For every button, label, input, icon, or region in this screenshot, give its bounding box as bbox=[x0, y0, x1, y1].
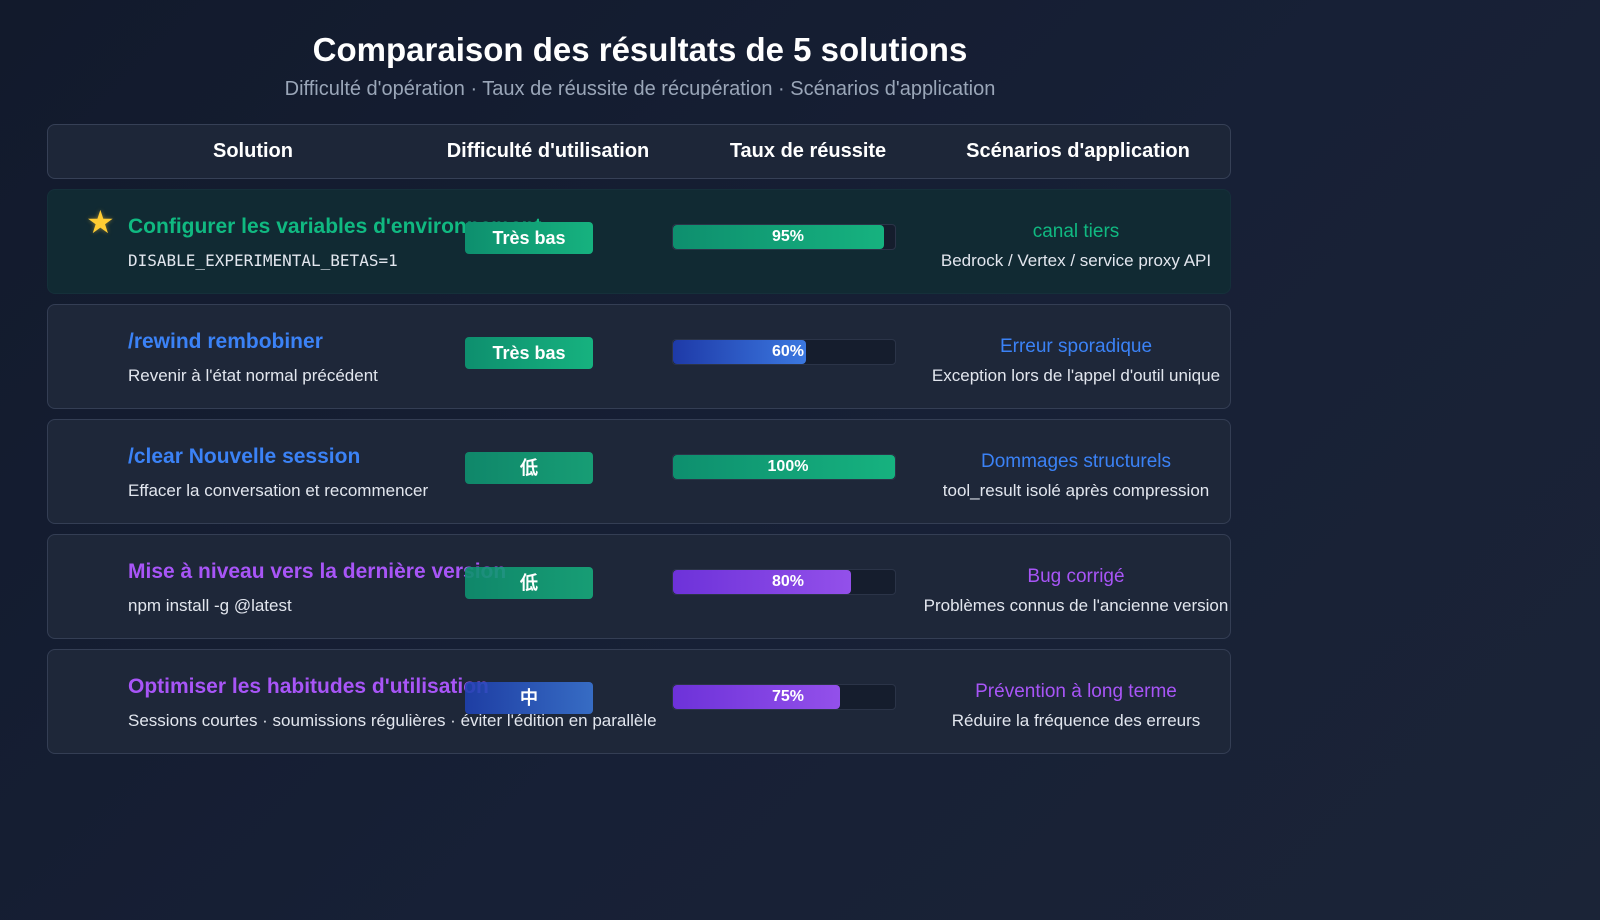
scenario-title: Bug corrigé bbox=[1027, 566, 1125, 587]
scenario-description: Bedrock / Vertex / service proxy API bbox=[940, 251, 1212, 270]
success-rate-fill bbox=[673, 685, 840, 709]
success-rate-bar: 95% bbox=[672, 224, 896, 250]
success-rate-label: 80% bbox=[771, 573, 805, 590]
solution-description: npm install -g @latest bbox=[128, 596, 292, 615]
star-icon: ★ bbox=[86, 204, 115, 240]
solution-row-habits: Optimiser les habitudes d'utilisation Se… bbox=[47, 649, 1231, 754]
scenario-description: tool_result isolé après compression bbox=[942, 481, 1210, 500]
solution-description: Effacer la conversation et recommencer bbox=[128, 481, 429, 500]
success-rate-bar: 80% bbox=[672, 569, 896, 595]
scenario-description: Problèmes connus de l'ancienne version bbox=[923, 596, 1229, 615]
table-header: Solution Difficulté d'utilisation Taux d… bbox=[47, 124, 1231, 179]
difficulty-badge: Très bas bbox=[465, 337, 593, 369]
solution-title: /clear Nouvelle session bbox=[128, 445, 361, 468]
success-rate-label: 60% bbox=[771, 343, 805, 360]
success-rate-fill bbox=[673, 455, 895, 479]
column-header-rate: Taux de réussite bbox=[729, 140, 887, 162]
success-rate-fill bbox=[673, 225, 884, 249]
scenario-title: Erreur sporadique bbox=[999, 336, 1153, 357]
column-header-difficulty: Difficulté d'utilisation bbox=[446, 140, 650, 162]
column-header-solution: Solution bbox=[213, 140, 293, 162]
solution-row-env-vars: ★ Configurer les variables d'environneme… bbox=[47, 189, 1231, 294]
page-header: Comparaison des résultats de 5 solutions… bbox=[48, 24, 1232, 102]
solution-row-rewind: /rewind rembobiner Revenir à l'état norm… bbox=[47, 304, 1231, 409]
solution-title: Mise à niveau vers la dernière version bbox=[128, 560, 507, 583]
success-rate-label: 75% bbox=[771, 688, 805, 705]
solution-row-upgrade: Mise à niveau vers la dernière version n… bbox=[47, 534, 1231, 639]
difficulty-badge: Très bas bbox=[465, 222, 593, 254]
solution-description: Sessions courtes · soumissions régulière… bbox=[128, 711, 657, 730]
success-rate-bar: 75% bbox=[672, 684, 896, 710]
solution-title: /rewind rembobiner bbox=[128, 330, 323, 353]
success-rate-bar: 100% bbox=[672, 454, 896, 480]
scenario-title: canal tiers bbox=[1032, 221, 1120, 242]
solution-title: Configurer les variables d'environnement bbox=[128, 215, 542, 238]
solution-row-clear: /clear Nouvelle session Effacer la conve… bbox=[47, 419, 1231, 524]
solution-title: Optimiser les habitudes d'utilisation bbox=[128, 675, 489, 698]
difficulty-badge: 低 bbox=[465, 567, 593, 599]
page-subtitle: Difficulté d'opération · Taux de réussit… bbox=[284, 78, 996, 100]
scenario-description: Réduire la fréquence des erreurs bbox=[951, 711, 1201, 730]
scenario-description: Exception lors de l'appel d'outil unique bbox=[931, 366, 1221, 385]
column-header-scenario: Scénarios d'application bbox=[966, 140, 1190, 162]
scenario-title: Prévention à long terme bbox=[975, 681, 1177, 702]
success-rate-bar: 60% bbox=[672, 339, 896, 365]
difficulty-badge: 低 bbox=[465, 452, 593, 484]
success-rate-fill bbox=[673, 340, 807, 364]
solution-description: Revenir à l'état normal précédent bbox=[128, 366, 378, 385]
page-title: Comparaison des résultats de 5 solutions bbox=[312, 31, 968, 68]
difficulty-badge: 中 bbox=[465, 682, 593, 714]
solution-description: DISABLE_EXPERIMENTAL_BETAS=1 bbox=[128, 251, 398, 270]
scenario-title: Dommages structurels bbox=[980, 451, 1172, 472]
success-rate-label: 100% bbox=[767, 458, 809, 475]
success-rate-fill bbox=[673, 570, 851, 594]
success-rate-label: 95% bbox=[771, 228, 805, 245]
